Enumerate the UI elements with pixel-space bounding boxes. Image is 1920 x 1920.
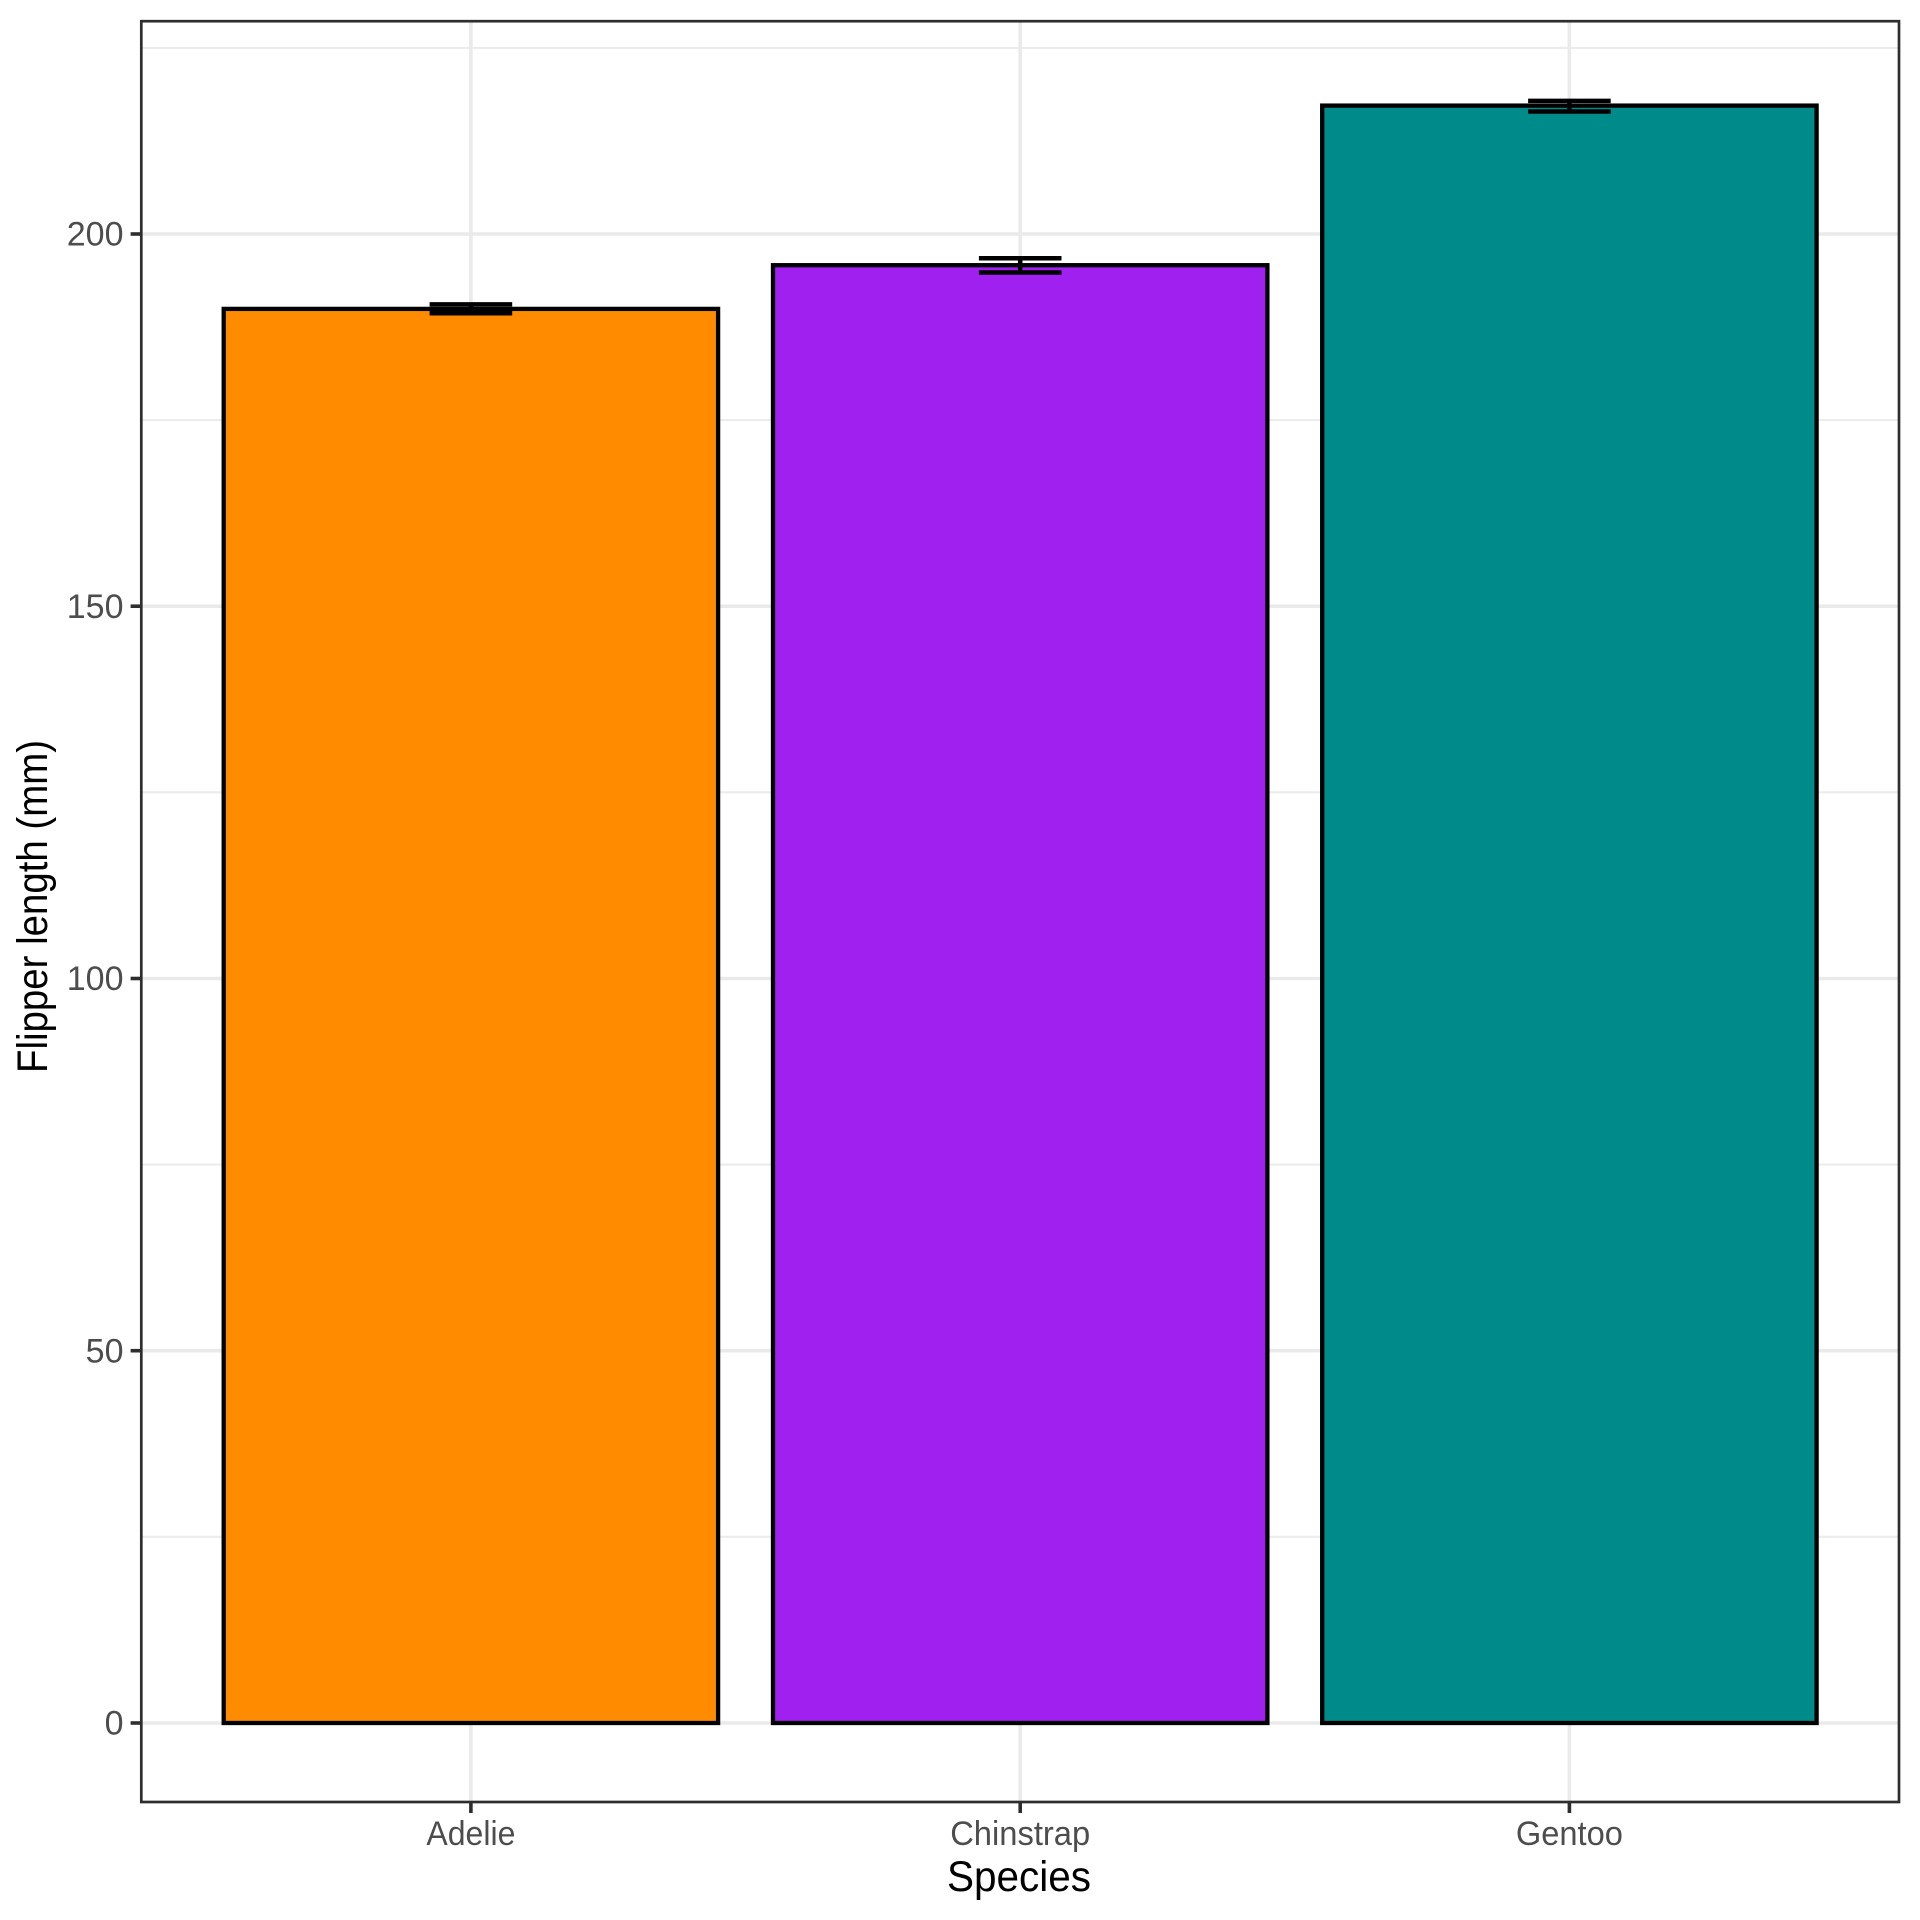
svg-text:100: 100 (67, 960, 124, 998)
svg-text:Gentoo: Gentoo (1516, 1815, 1623, 1853)
svg-text:150: 150 (67, 588, 124, 626)
svg-text:Species: Species (947, 1853, 1091, 1901)
svg-text:50: 50 (86, 1332, 124, 1370)
svg-text:Adelie: Adelie (426, 1815, 515, 1853)
svg-text:Flipper length (mm): Flipper length (mm) (9, 740, 57, 1073)
svg-text:0: 0 (105, 1705, 124, 1743)
svg-text:200: 200 (67, 216, 124, 254)
svg-text:Chinstrap: Chinstrap (950, 1815, 1090, 1853)
